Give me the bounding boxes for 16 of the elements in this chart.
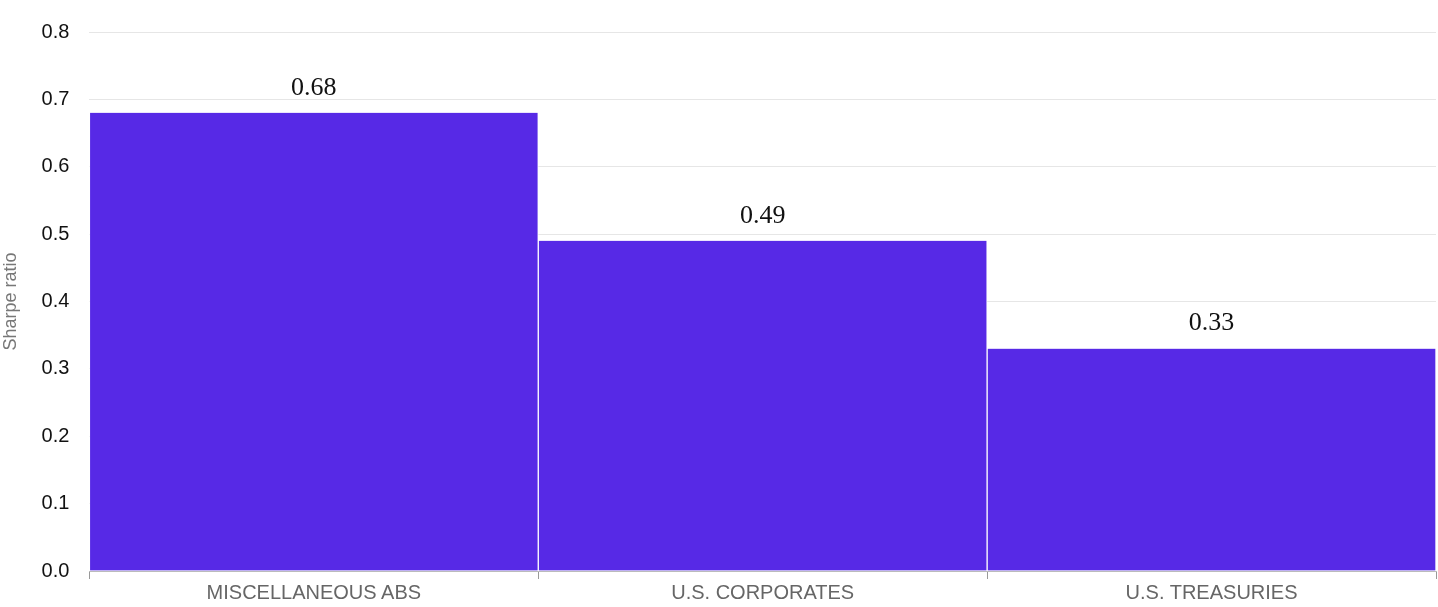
- data-label: 0.49: [739, 199, 786, 229]
- data-label: 0.68: [291, 71, 337, 101]
- x-tick-label: MISCELLANEOUS ABS: [206, 580, 422, 603]
- x-tick-label: U.S. TREASURIES: [1125, 580, 1298, 603]
- y-tick-label: 0.1: [41, 491, 70, 514]
- y-tick-label: 0.0: [41, 558, 70, 581]
- y-tick-label: 0.3: [41, 356, 70, 379]
- y-tick-label: 0.6: [41, 154, 70, 177]
- x-tick-label: U.S. CORPORATES: [671, 580, 855, 603]
- y-tick-label: 0.4: [41, 289, 70, 312]
- y-tick-label: 0.2: [41, 423, 70, 446]
- y-axis-title: Sharpe ratio: [0, 252, 20, 351]
- y-tick-label: 0.8: [41, 19, 70, 42]
- y-tick-label: 0.7: [41, 86, 70, 109]
- data-label: 0.33: [1188, 307, 1235, 337]
- y-tick-label: 0.5: [41, 221, 70, 244]
